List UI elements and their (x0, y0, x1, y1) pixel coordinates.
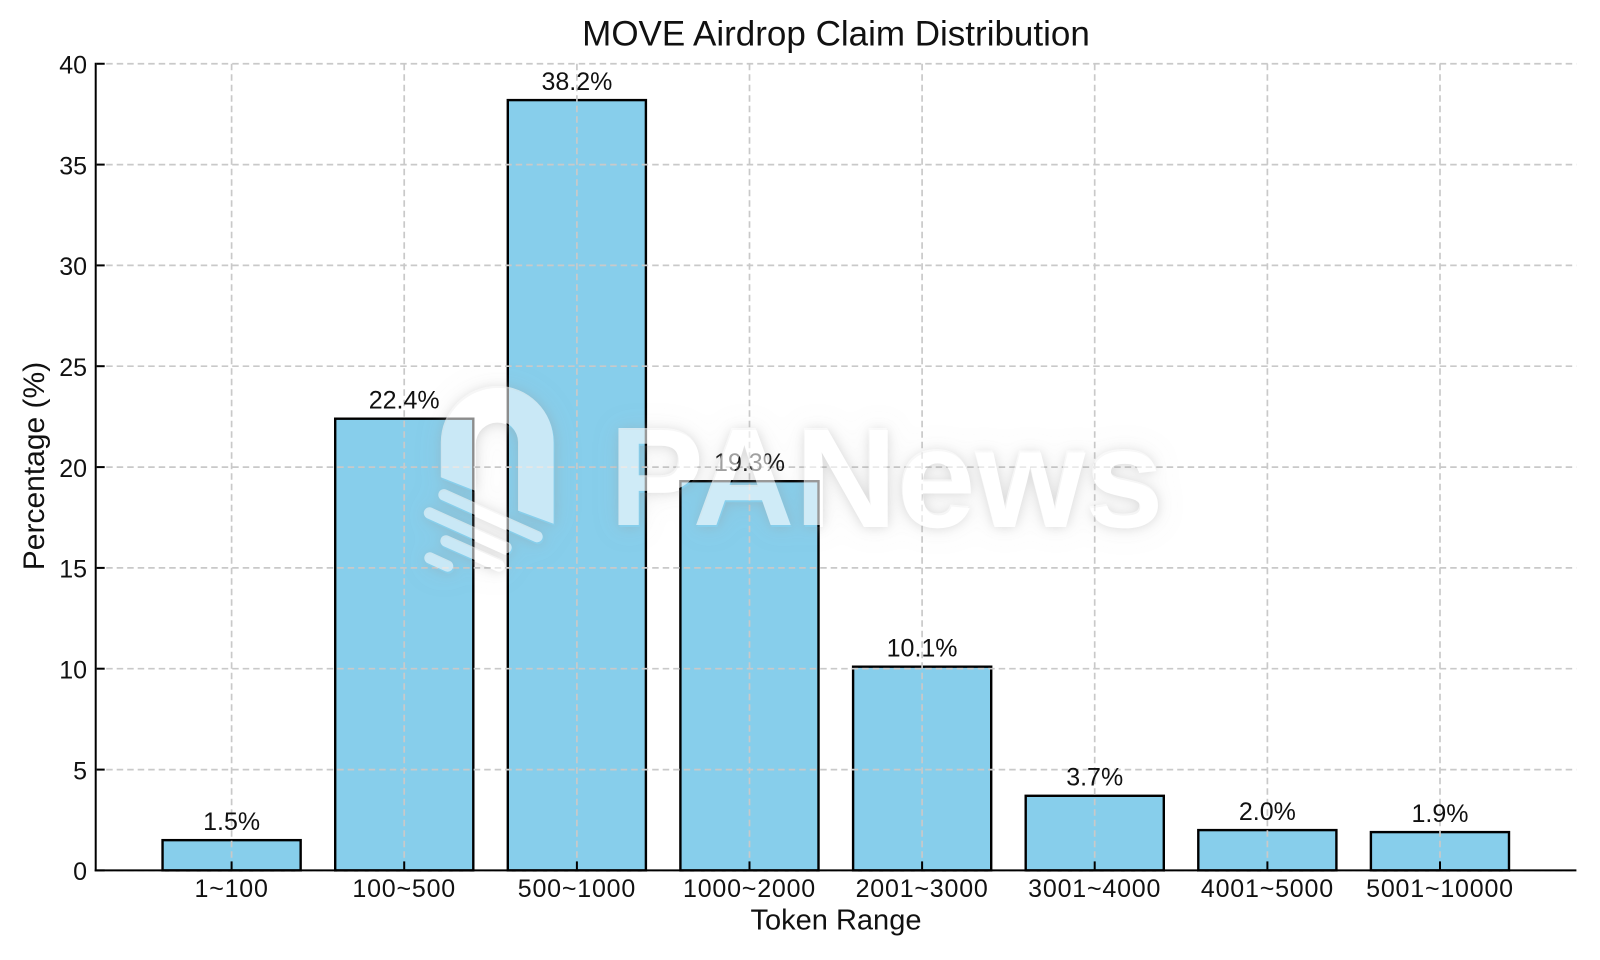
svg-text:1.5%: 1.5% (203, 808, 260, 836)
svg-text:MOVE Airdrop Claim Distributio: MOVE Airdrop Claim Distribution (582, 15, 1090, 54)
svg-text:1000~2000: 1000~2000 (683, 875, 816, 903)
svg-text:20: 20 (59, 455, 87, 483)
svg-text:2.0%: 2.0% (1239, 798, 1296, 826)
svg-text:35: 35 (59, 152, 87, 180)
svg-text:Percentage (%): Percentage (%) (18, 362, 51, 570)
svg-text:3.7%: 3.7% (1066, 764, 1123, 792)
svg-text:30: 30 (59, 253, 87, 281)
svg-text:25: 25 (59, 354, 87, 382)
svg-text:0: 0 (73, 858, 87, 886)
svg-text:100~500: 100~500 (352, 875, 456, 903)
svg-text:15: 15 (59, 556, 87, 584)
svg-text:40: 40 (59, 52, 87, 80)
svg-text:5: 5 (73, 757, 87, 785)
svg-text:10: 10 (59, 657, 87, 685)
svg-text:22.4%: 22.4% (369, 387, 440, 415)
svg-text:500~1000: 500~1000 (518, 875, 636, 903)
svg-text:10.1%: 10.1% (887, 635, 958, 663)
svg-text:1.9%: 1.9% (1412, 800, 1469, 828)
svg-text:5001~10000: 5001~10000 (1366, 875, 1514, 903)
svg-text:1~100: 1~100 (194, 875, 268, 903)
svg-text:Token Range: Token Range (751, 905, 922, 937)
svg-text:4001~5000: 4001~5000 (1201, 875, 1334, 903)
svg-text:3001~4000: 3001~4000 (1028, 875, 1161, 903)
svg-text:38.2%: 38.2% (541, 68, 612, 96)
svg-text:2001~3000: 2001~3000 (856, 875, 989, 903)
